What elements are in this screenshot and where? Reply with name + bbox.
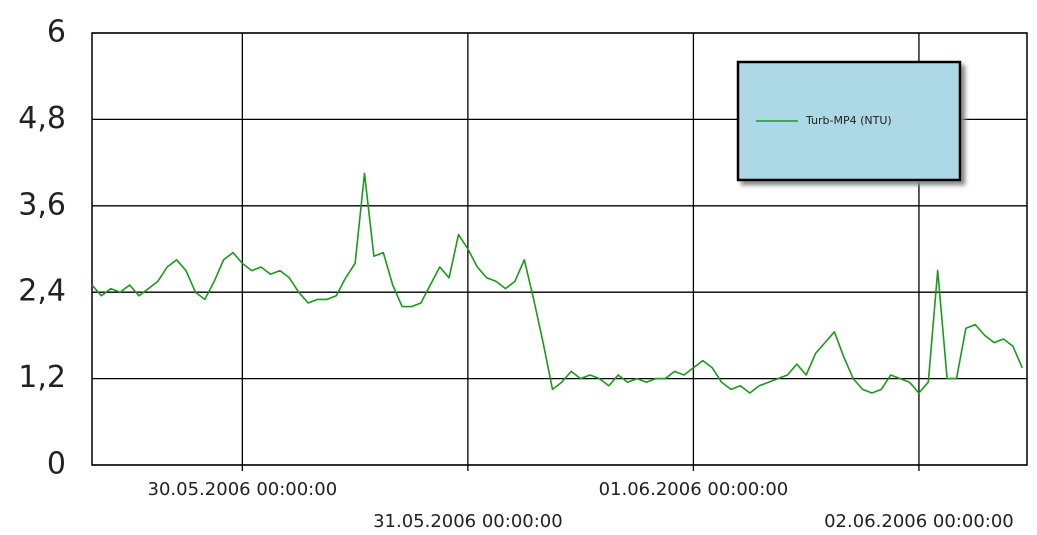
marks (91, 172, 1024, 394)
y-tick-label: 4,8 (18, 101, 66, 136)
x-tick-label: 02.06.2006 00:00:00 (824, 511, 1014, 532)
x-tick-label: 30.05.2006 00:00:00 (148, 479, 338, 500)
y-tick-label: 3,6 (18, 187, 66, 222)
data-line (91, 172, 1024, 394)
y-tick-label: 6 (47, 15, 66, 50)
y-tick-label: 0 (47, 447, 66, 482)
legend: Turb-MP4 (NTU) (736, 60, 962, 182)
x-tick-label: 01.06.2006 00:00:00 (599, 479, 789, 500)
legend-label: Turb-MP4 (NTU) (805, 114, 892, 127)
x-tick-label: 31.05.2006 00:00:00 (373, 511, 563, 532)
grid: 0 1,2 2,4 3,6 4,8 6 30.05.2006 00:00:00 31.05.2… (18, 15, 1027, 532)
plot-frame (91, 32, 1028, 466)
y-tick-label: 2,4 (18, 274, 66, 309)
y-tick-label: 1,2 (18, 360, 66, 395)
